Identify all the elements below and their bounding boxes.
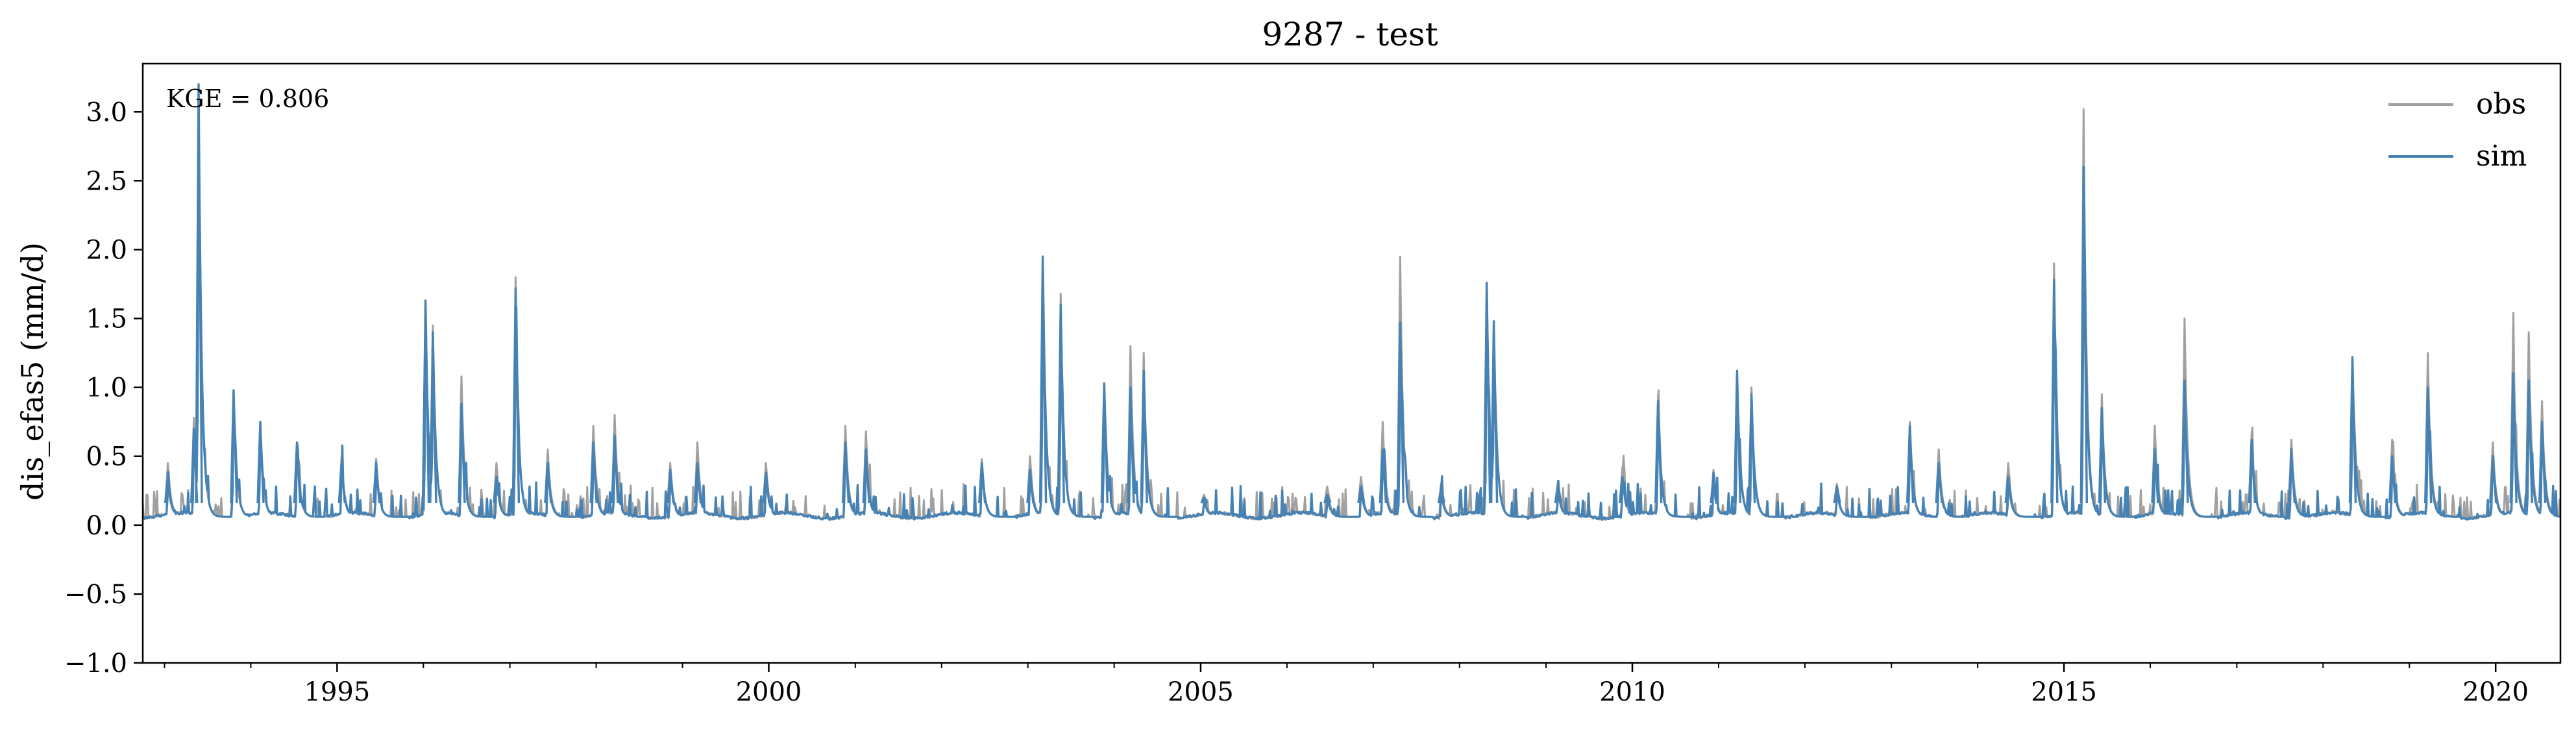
y-tick-label: 3.0 [86,97,127,127]
y-tick-label: −0.5 [64,580,127,610]
x-tick-label: 1995 [304,677,371,707]
y-axis-label: dis_efas5 (mm/d) [15,242,50,501]
plot-frame [141,62,2562,664]
y-tick-label: 2.5 [86,166,127,196]
x-tick-label: 2000 [736,677,802,707]
legend: obs sim [2388,88,2527,173]
kge-annotation: KGE = 0.806 [166,84,329,113]
y-tick-label: 0.0 [86,511,127,541]
y-tick-label: −1.0 [64,649,127,679]
y-tick-label: 1.0 [86,373,127,403]
x-tick-label: 2005 [1168,677,1234,707]
series-layer [141,83,2561,521]
legend-label-sim: sim [2476,140,2527,173]
legend-label-obs: obs [2476,88,2526,121]
y-axis: −1.0 −0.5 0.0 0.5 1.0 1.5 2.0 2.5 3.0 [64,97,143,679]
chart-title: 9287 - test [1262,16,1438,53]
x-axis: 1995 2000 2005 2010 2015 2020 [164,663,2529,707]
x-tick-label: 2020 [2462,677,2529,707]
x-tick-label: 2015 [2031,677,2097,707]
y-tick-label: 0.5 [86,442,127,472]
series-line-sim [141,83,2560,521]
x-tick-label: 2010 [1599,677,1665,707]
y-tick-label: 1.5 [86,305,127,334]
y-tick-label: 2.0 [86,235,127,265]
